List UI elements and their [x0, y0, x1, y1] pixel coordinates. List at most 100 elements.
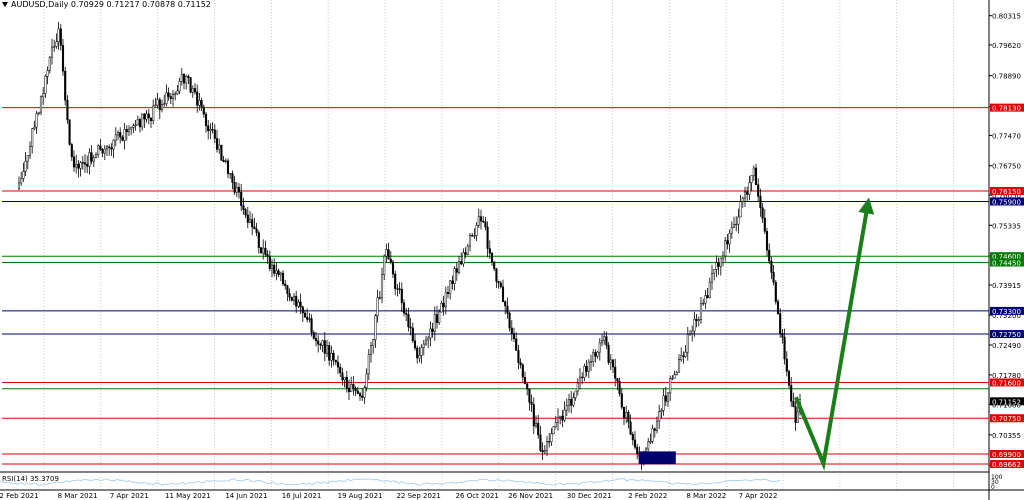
candle-body	[92, 157, 95, 162]
candle	[297, 299, 300, 309]
candle	[191, 85, 194, 98]
candle	[94, 152, 98, 159]
candle	[534, 415, 538, 429]
candle-body	[475, 224, 478, 236]
candle-body	[743, 191, 747, 199]
level-price-box	[990, 460, 1024, 469]
candle	[218, 138, 221, 154]
candle	[510, 320, 513, 341]
candle-body	[405, 312, 408, 315]
candle	[451, 275, 454, 290]
candle	[28, 141, 32, 160]
candle-body	[114, 134, 117, 141]
candle-body	[299, 301, 302, 308]
rsi-scale-label: 100	[991, 474, 1003, 481]
candle-body	[647, 441, 650, 450]
candle	[189, 77, 192, 94]
candle-body	[787, 371, 791, 386]
candle-body	[339, 366, 342, 373]
candle	[323, 332, 326, 362]
candle	[182, 73, 186, 90]
candle-body	[691, 330, 694, 334]
candle	[42, 87, 45, 105]
candle	[391, 259, 395, 279]
candle	[433, 306, 436, 341]
candle-body	[130, 127, 133, 130]
candle-body	[710, 272, 714, 283]
candle	[757, 178, 760, 202]
candle-body	[103, 148, 106, 154]
candle	[519, 358, 522, 369]
current-price-box	[990, 397, 1024, 406]
candle-body	[53, 46, 56, 48]
candle-body	[673, 374, 676, 379]
candle-body	[411, 327, 414, 342]
candle-body	[68, 119, 71, 145]
level-price-label: 0.78130	[992, 105, 1021, 113]
candle-body	[306, 316, 309, 320]
candle	[651, 424, 654, 444]
candle-body	[431, 328, 434, 332]
candle-body	[72, 156, 76, 168]
candle-body	[792, 400, 795, 407]
candle	[145, 110, 148, 123]
candle-body	[552, 426, 555, 434]
candle	[768, 243, 771, 265]
candle	[583, 363, 586, 382]
candle	[691, 325, 694, 342]
candle	[332, 350, 335, 366]
level-price-label: 0.69900	[992, 451, 1021, 459]
candle-body	[559, 415, 562, 418]
candle	[521, 363, 524, 383]
candle	[127, 125, 131, 137]
candle	[457, 255, 461, 275]
dropdown-triangle-icon[interactable]	[2, 2, 8, 7]
candle	[772, 264, 775, 286]
candle	[693, 311, 696, 337]
candle-body	[530, 401, 533, 405]
candle	[262, 239, 265, 260]
candle	[235, 181, 238, 198]
candle-body	[495, 268, 498, 282]
y-tick-label: 0.71780	[992, 372, 1021, 380]
candle-body	[83, 162, 87, 165]
candle	[257, 230, 260, 254]
candle-body	[785, 358, 788, 372]
candle	[409, 318, 412, 336]
candle-body	[341, 372, 344, 381]
candle	[317, 335, 320, 353]
candle	[512, 327, 516, 342]
candle-body	[695, 319, 698, 321]
candle	[543, 445, 546, 455]
candle	[671, 375, 674, 381]
candle	[631, 431, 634, 446]
candle-body	[473, 235, 476, 237]
candle-body	[123, 129, 126, 141]
current-price-label: 0.71152	[992, 398, 1021, 406]
candle-body	[332, 352, 335, 361]
candle-body	[88, 152, 91, 167]
candle-body	[81, 162, 84, 164]
candle	[710, 264, 714, 290]
candle	[334, 359, 337, 366]
candle-body	[523, 377, 527, 385]
candle-body	[501, 286, 505, 302]
candle-body	[233, 182, 236, 193]
candle	[50, 38, 54, 65]
candle-body	[55, 41, 58, 47]
candle-body	[649, 441, 652, 443]
candle-body	[732, 224, 736, 228]
candle	[779, 308, 782, 338]
candle	[453, 266, 456, 291]
x-tick-label: 26 Oct 2021	[456, 492, 499, 500]
candle	[594, 349, 597, 363]
candle-body	[541, 450, 544, 453]
candle-body	[141, 113, 144, 128]
candle	[407, 307, 410, 332]
candle	[378, 290, 381, 300]
candle	[165, 84, 168, 107]
candle-body	[270, 264, 274, 269]
candle	[207, 120, 210, 140]
candle-body	[508, 312, 511, 329]
